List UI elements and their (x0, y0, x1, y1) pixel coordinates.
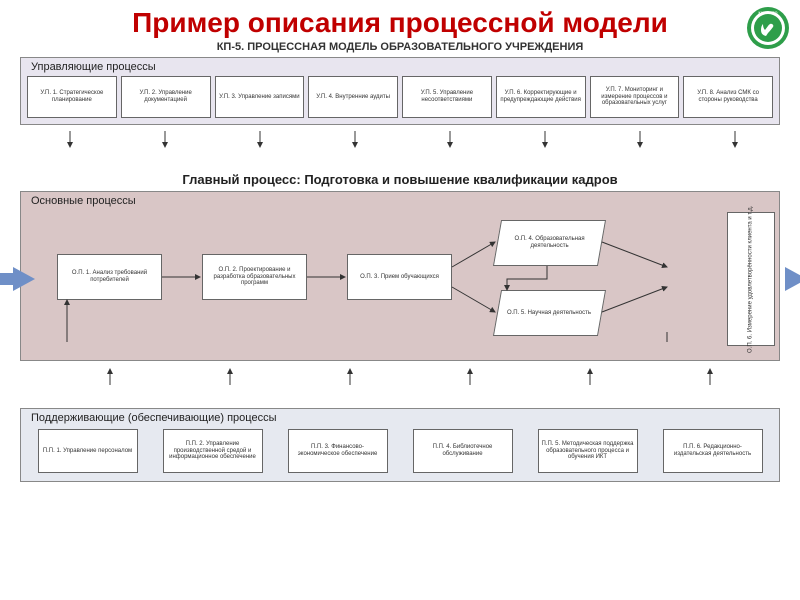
mgmt-box-2: У.П. 2. Управление документацией (121, 76, 211, 118)
mgmt-box-5: У.П. 5. Управление несоответствиями (402, 76, 492, 118)
core-box-5: О.П. 5. Научная деятельность (493, 290, 606, 336)
support-box-2: П.П. 2. Управление производственной сред… (163, 429, 263, 473)
management-row: У.П. 1. Стратегическое планирование У.П.… (27, 76, 773, 118)
support-row: П.П. 1. Управление персоналом П.П. 2. Уп… (27, 429, 773, 473)
quality-badge: КАЧЕСТВО (746, 6, 790, 50)
core-box-3: О.П. 3. Прием обучающихся (347, 254, 452, 300)
mgmt-box-7: У.П. 7. Мониторинг и измерение процессов… (590, 76, 680, 118)
support-label: Поддерживающие (обеспечивающие) процессы (31, 412, 277, 424)
slide-subtitle: КП-5. ПРОЦЕССНАЯ МОДЕЛЬ ОБРАЗОВАТЕЛЬНОГО… (0, 41, 800, 57)
support-section: Поддерживающие (обеспечивающие) процессы… (20, 408, 780, 482)
slide-title: Пример описания процессной модели (0, 0, 800, 41)
mgmt-arrows (20, 131, 780, 149)
support-arrows (20, 367, 780, 385)
management-label: Управляющие процессы (31, 61, 156, 73)
support-box-3: П.П. 3. Финансово-экономическое обеспече… (288, 429, 388, 473)
support-box-5: П.П. 5. Методическая поддержка образоват… (538, 429, 638, 473)
support-box-4: П.П. 4. Библиотечное обслуживание (413, 429, 513, 473)
core-section: Основные процессы О.П. 1. Анализ требова… (20, 191, 780, 361)
mgmt-box-3: У.П. 3. Управление записями (215, 76, 305, 118)
support-box-1: П.П. 1. Управление персоналом (38, 429, 138, 473)
main-process-title: Главный процесс: Подготовка и повышение … (20, 172, 780, 187)
mgmt-box-1: У.П. 1. Стратегическое планирование (27, 76, 117, 118)
core-box-1: О.П. 1. Анализ требований потребителей (57, 254, 162, 300)
output-arrow-icon (785, 267, 800, 291)
core-label: Основные процессы (31, 195, 136, 207)
mgmt-box-6: У.П. 6. Корректирующие и предупреждающие… (496, 76, 586, 118)
core-output-box: О.П. 6. Измерение удовлетворённости клие… (727, 212, 775, 346)
management-section: Управляющие процессы У.П. 1. Стратегичес… (20, 57, 780, 125)
core-box-2: О.П. 2. Проектирование и разработка обра… (202, 254, 307, 300)
svg-text:КАЧЕСТВО: КАЧЕСТВО (759, 11, 778, 15)
mgmt-box-8: У.П. 8. Анализ СМК со стороны руководств… (683, 76, 773, 118)
support-box-6: П.П. 6. Редакционно-издательская деятель… (663, 429, 763, 473)
process-diagram: Управляющие процессы У.П. 1. Стратегичес… (20, 57, 780, 482)
core-box-4: О.П. 4. Образовательная деятельность (493, 220, 606, 266)
mgmt-box-4: У.П. 4. Внутренние аудиты (308, 76, 398, 118)
